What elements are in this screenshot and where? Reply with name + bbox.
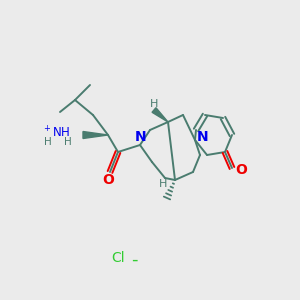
Text: -: - bbox=[131, 251, 137, 269]
Text: O: O bbox=[102, 173, 114, 187]
Text: O: O bbox=[235, 163, 247, 177]
Text: H: H bbox=[44, 137, 52, 147]
Text: H: H bbox=[159, 179, 167, 189]
Text: Cl: Cl bbox=[111, 251, 125, 265]
Polygon shape bbox=[152, 108, 168, 122]
Text: N: N bbox=[197, 130, 208, 144]
Text: N: N bbox=[135, 130, 147, 144]
Text: H: H bbox=[150, 99, 158, 109]
Text: $^+$NH: $^+$NH bbox=[42, 125, 70, 141]
Polygon shape bbox=[83, 131, 108, 139]
Text: H: H bbox=[64, 137, 72, 147]
